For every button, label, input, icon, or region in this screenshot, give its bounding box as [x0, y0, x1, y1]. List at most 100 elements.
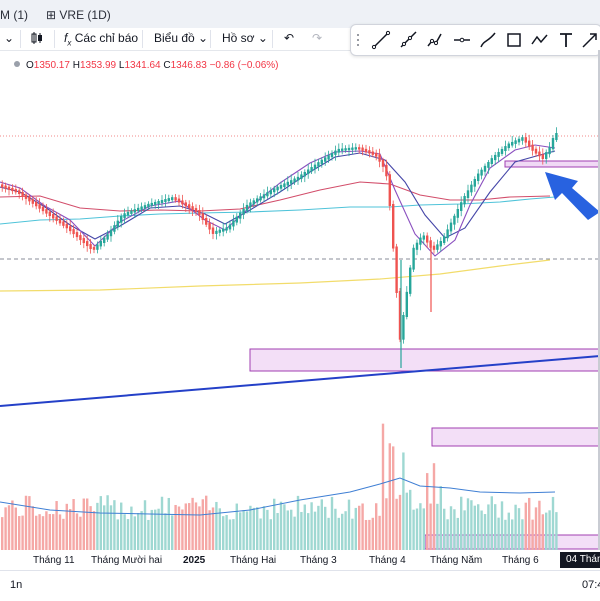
- volume-bar: [147, 519, 150, 550]
- bottom-bar: 1n 07:4: [0, 570, 600, 601]
- volume-bar: [490, 496, 493, 550]
- volume-bar: [514, 504, 517, 550]
- time-axis-label: Tháng 4: [369, 555, 406, 566]
- high-value: 1353.99: [79, 60, 117, 71]
- price-chart[interactable]: [0, 50, 600, 550]
- trendline[interactable]: [0, 355, 600, 407]
- candle-body: [256, 198, 259, 203]
- volume-bar: [371, 517, 374, 550]
- candle-body: [232, 220, 235, 227]
- volume-bar: [358, 505, 361, 550]
- candle-body: [133, 209, 136, 213]
- line-tool-icon[interactable]: [371, 30, 391, 50]
- volume-bar: [133, 516, 136, 550]
- candle-body: [551, 138, 555, 150]
- toolbar-divider: [272, 30, 273, 48]
- redo-icon[interactable]: ↷: [312, 31, 323, 45]
- candle-body: [371, 151, 374, 155]
- volume-bar: [354, 507, 357, 550]
- candle-body: [222, 228, 225, 232]
- interval-button[interactable]: 1n: [10, 579, 23, 591]
- candle-body: [402, 315, 405, 340]
- chevron-down-icon[interactable]: ⌄: [4, 31, 15, 45]
- undo-icon[interactable]: ↶: [284, 31, 295, 45]
- chevron-down-icon: ⌄: [257, 31, 268, 45]
- candle-body: [375, 152, 378, 157]
- volume-bar: [177, 506, 181, 550]
- volume-bar: [324, 506, 327, 550]
- text-tool-icon[interactable]: [556, 30, 576, 50]
- volume-bar: [143, 500, 147, 550]
- indicators-button[interactable]: fx Các chỉ báo: [64, 31, 138, 47]
- chart-type-button[interactable]: Biểu đồ ⌄: [154, 31, 208, 45]
- volume-bar: [460, 496, 463, 550]
- candle-body: [490, 158, 493, 164]
- volume-bar: [205, 495, 208, 550]
- volume-bar: [453, 509, 456, 550]
- candle-body: [45, 209, 48, 214]
- candle-body: [242, 208, 245, 215]
- arrow-tool-icon[interactable]: [580, 30, 600, 50]
- candle-body: [160, 200, 164, 203]
- visibility-icon[interactable]: [14, 61, 20, 67]
- volume-bar: [31, 506, 34, 550]
- open-label: O: [26, 60, 34, 71]
- grip-icon[interactable]: [355, 30, 361, 50]
- volume-bar: [470, 500, 473, 550]
- volume-bar: [184, 503, 187, 550]
- volume-bar: [388, 443, 391, 550]
- candle-body: [524, 137, 527, 143]
- rectangle-icon[interactable]: [504, 30, 524, 50]
- time-axis-label: Tháng Mười hai: [91, 555, 163, 566]
- brush-icon[interactable]: [478, 30, 498, 50]
- candle-body: [419, 237, 422, 245]
- volume-bar: [429, 503, 432, 550]
- tab-symbol-1[interactable]: M (1): [0, 8, 28, 22]
- demand-zone-upper[interactable]: [504, 160, 600, 168]
- candle-body: [385, 164, 388, 177]
- candle-body: [228, 224, 232, 230]
- candle-body: [55, 216, 58, 221]
- volume-bar: [330, 496, 334, 550]
- volume-zone-upper[interactable]: [431, 427, 600, 447]
- candle-body: [279, 185, 283, 189]
- candle-body: [487, 161, 490, 168]
- volume-bar: [415, 508, 419, 550]
- candle-body: [470, 184, 473, 193]
- candle-body: [126, 211, 130, 216]
- volume-bars: [1, 423, 558, 550]
- volume-bar: [201, 499, 204, 550]
- candle-body: [453, 215, 456, 225]
- candle-body: [65, 223, 68, 229]
- volume-bar: [273, 498, 276, 550]
- candle-body: [415, 242, 419, 250]
- ma-purple: [0, 144, 556, 257]
- horizontal-line-icon[interactable]: [452, 30, 472, 50]
- profile-button[interactable]: Hồ sơ ⌄: [222, 31, 268, 45]
- pen-tool-icon[interactable]: [425, 30, 445, 50]
- candle-body: [75, 232, 79, 238]
- candles-icon[interactable]: [30, 31, 44, 48]
- volume-bar: [35, 515, 38, 550]
- time-axis[interactable]: Tháng 11 Tháng Mười hai 2025 Tháng Hai T…: [0, 550, 600, 570]
- candle-body: [113, 225, 116, 232]
- tab-symbol-2[interactable]: ⊞ VRE (1D): [46, 8, 111, 22]
- volume-bar: [500, 501, 504, 550]
- volume-bar: [69, 509, 72, 550]
- candle-body: [21, 192, 24, 197]
- candle-body: [290, 180, 293, 184]
- volume-bar: [245, 511, 249, 550]
- time-axis-label: 2025: [183, 555, 206, 566]
- path-icon[interactable]: [530, 30, 550, 50]
- candle-body: [422, 235, 425, 240]
- volume-bar: [347, 499, 351, 550]
- volume-bar: [313, 511, 317, 550]
- candle-body: [517, 138, 521, 143]
- volume-bar: [538, 500, 541, 550]
- ray-tool-icon[interactable]: [398, 30, 418, 50]
- volume-bar: [1, 517, 4, 550]
- candle-body: [504, 146, 507, 152]
- candle-body: [154, 201, 157, 205]
- volume-bar: [167, 497, 170, 550]
- candle-body: [62, 221, 65, 226]
